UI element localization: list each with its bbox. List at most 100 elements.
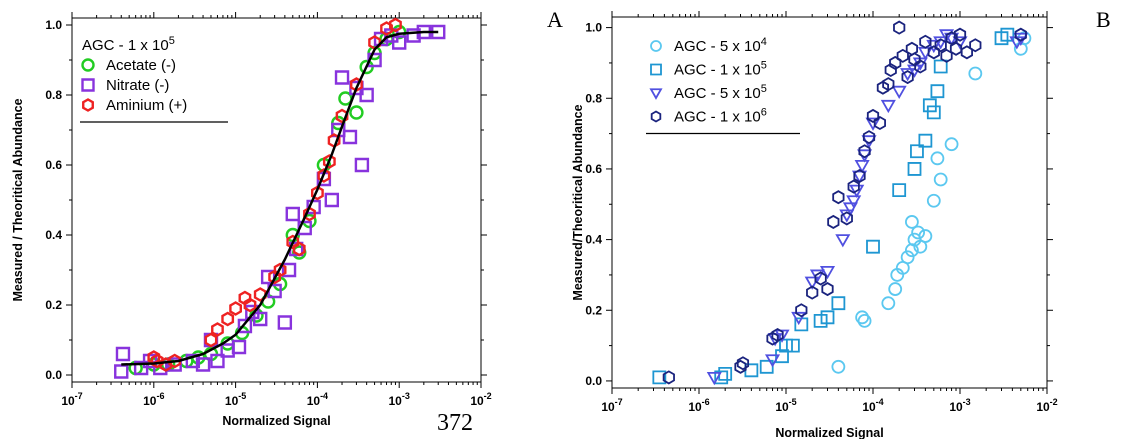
y-tick-label-a: 0.6 — [45, 158, 62, 172]
data-point — [862, 130, 876, 145]
data-point — [273, 262, 287, 278]
data-point — [930, 84, 945, 99]
x-tick-label-b: 10-7 — [601, 397, 622, 414]
data-point — [846, 195, 862, 209]
data-point — [919, 34, 932, 49]
x-axis-label-a: Normalized Signal — [222, 414, 330, 428]
x-tick-label-a: 10-6 — [143, 391, 164, 408]
data-point — [334, 70, 350, 85]
data-point — [253, 311, 268, 327]
data-point — [968, 66, 983, 81]
data-point — [766, 331, 779, 346]
plot-frame-b — [611, 16, 1048, 389]
data-point — [431, 24, 446, 40]
data-point — [277, 315, 293, 330]
data-point — [185, 353, 201, 369]
data-point — [918, 229, 933, 243]
data-point — [827, 214, 840, 229]
data-point — [392, 24, 407, 40]
data-point — [774, 329, 790, 343]
chart-b: 10-7 10-6 10-5 10-4 10-3 10-2 0.0 0.2 0.4 0.6 0.8 1… — [571, 11, 1058, 439]
data-point — [813, 313, 828, 328]
data-point — [268, 269, 282, 285]
data-point — [847, 179, 860, 194]
data-point — [994, 31, 1009, 46]
y-tick-label-a: 0.2 — [45, 298, 62, 312]
data-point — [854, 160, 870, 174]
data-point — [900, 68, 916, 82]
data-point — [389, 17, 402, 33]
data-point — [806, 285, 819, 300]
data-point — [892, 183, 907, 198]
data-point — [905, 215, 919, 229]
legend-marker-agc-1-x-10-6 — [650, 110, 662, 123]
data-point — [900, 250, 915, 265]
y-tick-label-b: 1.0 — [585, 21, 602, 35]
x-tick-label-a: 10-2 — [470, 391, 491, 408]
legend-marker-agc-1-x-10-5 — [650, 63, 662, 76]
data-point — [820, 310, 835, 325]
data-point — [736, 356, 750, 371]
data-point — [911, 225, 926, 240]
data-point — [901, 70, 914, 85]
y-tick-label-a: 1.0 — [45, 18, 62, 32]
data-point — [286, 234, 300, 250]
data-point — [785, 338, 800, 353]
data-point — [922, 98, 937, 113]
data-point — [150, 353, 164, 369]
data-point — [832, 190, 845, 205]
data-point — [926, 193, 941, 208]
data-point — [835, 234, 851, 248]
data-point — [821, 282, 834, 297]
data-point — [893, 20, 906, 35]
data-point — [914, 59, 927, 74]
series-acetate-a — [128, 24, 407, 376]
data-point — [930, 151, 945, 166]
y-tick-label-b: 0.2 — [585, 303, 602, 317]
data-point — [342, 129, 358, 145]
data-point — [840, 211, 853, 226]
x-tick-label-b: 10-6 — [688, 397, 709, 414]
data-point — [926, 39, 942, 54]
legend-marker-nitrate — [81, 78, 95, 92]
data-point — [229, 301, 242, 316]
series-agc-5-x-10-5-b — [706, 29, 1029, 386]
data-point — [220, 343, 235, 358]
data-point — [933, 59, 948, 74]
data-point — [926, 105, 941, 120]
data-point — [944, 137, 959, 152]
series-agc-1-x-10-5-b — [652, 27, 1015, 385]
data-point — [744, 363, 759, 378]
data-point — [114, 364, 129, 379]
x-axis-label-b: Normalized Signal — [775, 426, 883, 439]
data-point — [652, 370, 667, 385]
data-point — [814, 271, 827, 286]
data-point — [285, 206, 300, 222]
data-point — [953, 27, 967, 42]
data-point — [359, 87, 374, 103]
x-tick-label-a: 10-4 — [307, 391, 328, 408]
legend-marker-agc-5-x-10-4 — [650, 40, 662, 52]
data-point — [706, 372, 722, 386]
data-point — [734, 359, 747, 374]
data-point — [933, 36, 949, 50]
data-point — [211, 322, 224, 337]
y-axis-label-a: Measured / Theoritical Abundance — [11, 98, 25, 301]
data-point — [949, 41, 963, 56]
data-point — [392, 35, 407, 50]
chart-a: 10-7 10-6 10-5 10-4 10-3 10-2 0.0 0.2 0.4 0.6 0.8 1… — [11, 12, 492, 428]
data-point — [853, 168, 866, 184]
data-point — [866, 108, 880, 123]
data-point — [804, 276, 820, 290]
data-point — [795, 303, 808, 318]
panel-letter-a: A — [547, 7, 563, 32]
data-point — [195, 357, 211, 372]
y-tick-label-a: 0.0 — [45, 368, 62, 382]
legend-label-aminium: Aminium (+) — [106, 97, 187, 114]
data-point — [938, 29, 955, 43]
data-point — [907, 162, 922, 176]
data-point — [969, 38, 982, 53]
data-point — [281, 262, 297, 278]
y-tick-label-b: 0.4 — [585, 233, 602, 247]
